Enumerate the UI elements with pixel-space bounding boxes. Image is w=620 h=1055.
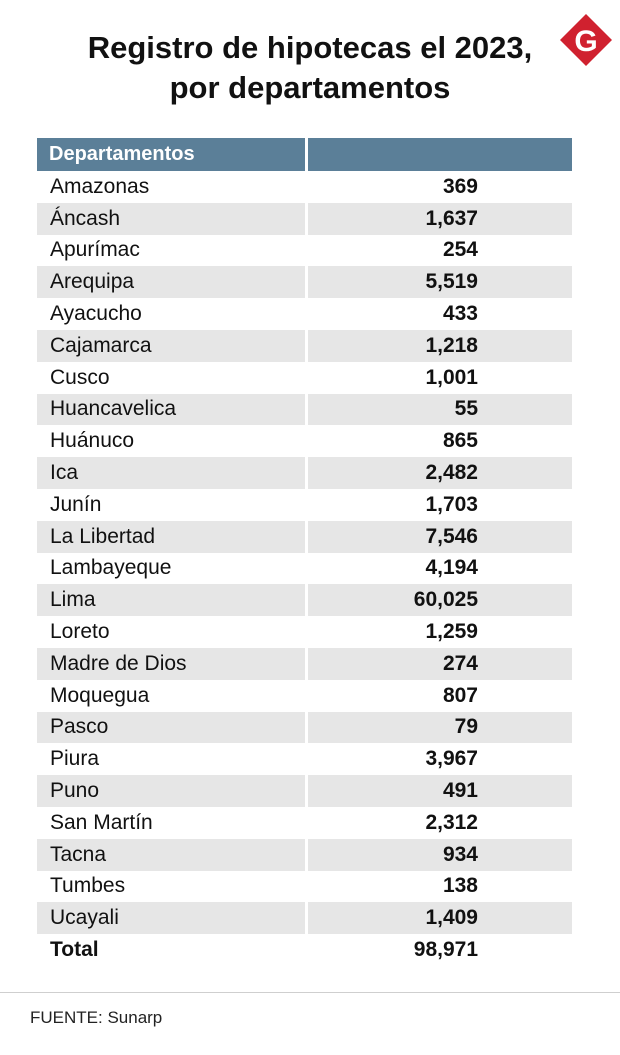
table-header-row: Departamentos bbox=[37, 138, 572, 171]
mortgage-table: Departamentos Amazonas 369 Áncash 1,637 Apur… bbox=[37, 138, 572, 966]
table-row: Tacna 934 bbox=[37, 838, 572, 871]
mortgage-count: 1,637 bbox=[305, 202, 572, 235]
column-header-departments: Departamentos bbox=[37, 138, 305, 171]
department-name: Ucayali bbox=[37, 902, 305, 935]
mortgage-count: 865 bbox=[305, 425, 572, 458]
mortgage-count: 807 bbox=[305, 679, 572, 712]
mortgage-count: 60,025 bbox=[305, 584, 572, 617]
brand-logo: G bbox=[560, 14, 612, 66]
table-row: Moquegua 807 bbox=[37, 679, 572, 712]
department-name: Tacna bbox=[37, 838, 305, 871]
mortgage-count: 2,312 bbox=[305, 806, 572, 839]
column-header-values bbox=[305, 138, 572, 171]
total-row: Total 98,971 bbox=[37, 934, 572, 966]
department-name: Madre de Dios bbox=[37, 647, 305, 680]
mortgage-count: 369 bbox=[305, 171, 572, 203]
department-name: Tumbes bbox=[50, 874, 126, 898]
table-row: Ayacucho 433 bbox=[37, 298, 572, 330]
department-name: Áncash bbox=[37, 202, 305, 235]
table-row: San Martín 2,312 bbox=[37, 806, 572, 839]
table-row: Áncash 1,637 bbox=[37, 202, 572, 235]
department-name: Ayacucho bbox=[50, 302, 142, 326]
mortgage-count: 254 bbox=[305, 234, 572, 267]
department-name: Amazonas bbox=[50, 174, 150, 198]
department-name: Moquegua bbox=[50, 683, 150, 707]
table-row: Amazonas 369 bbox=[37, 171, 572, 203]
mortgage-count: 138 bbox=[305, 870, 572, 903]
mortgage-count: 491 bbox=[305, 775, 572, 807]
footer-divider bbox=[0, 992, 620, 993]
mortgage-count: 1,409 bbox=[305, 902, 572, 935]
department-name: Ica bbox=[37, 457, 305, 489]
department-name: San Martín bbox=[50, 810, 153, 834]
mortgage-count: 3,967 bbox=[305, 743, 572, 776]
mortgage-count: 2,482 bbox=[305, 457, 572, 489]
mortgage-count: 433 bbox=[305, 298, 572, 330]
table-row: Tumbes 138 bbox=[37, 870, 572, 903]
table-row: Huancavelica 55 bbox=[37, 393, 572, 426]
table-row: Pasco 79 bbox=[37, 711, 572, 744]
table-body: Amazonas 369 Áncash 1,637 Apurímac 254 Arequip… bbox=[37, 171, 572, 966]
mortgage-count: 274 bbox=[305, 647, 572, 680]
mortgage-count: 1,001 bbox=[305, 361, 572, 394]
department-name: Pasco bbox=[37, 711, 305, 744]
table-row: La Libertad 7,546 bbox=[37, 520, 572, 553]
department-name: Arequipa bbox=[37, 266, 305, 299]
table-row: Cajamarca 1,218 bbox=[37, 329, 572, 362]
department-name: Cajamarca bbox=[37, 329, 305, 362]
mortgage-count: 1,218 bbox=[305, 329, 572, 362]
table-row: Ica 2,482 bbox=[37, 457, 572, 489]
source-note: FUENTE: Sunarp bbox=[30, 1008, 163, 1027]
mortgage-count: 5,519 bbox=[305, 266, 572, 299]
mortgage-count: 934 bbox=[305, 838, 572, 871]
department-name: Piura bbox=[50, 747, 100, 771]
table-row: Madre de Dios 274 bbox=[37, 647, 572, 680]
mortgage-count: 1,703 bbox=[305, 488, 572, 521]
title-line-2: por departamentos bbox=[169, 70, 451, 105]
department-name: Puno bbox=[37, 775, 305, 807]
logo-diamond bbox=[560, 14, 612, 66]
logo-letter: G bbox=[574, 25, 597, 58]
mortgage-count: 7,546 bbox=[305, 520, 572, 553]
table-row: Piura 3,967 bbox=[37, 743, 572, 776]
table-row: Loreto 1,259 bbox=[37, 616, 572, 648]
department-name: Huancavelica bbox=[37, 393, 305, 426]
department-name: Huánuco bbox=[50, 429, 135, 453]
mortgage-count: 79 bbox=[305, 711, 572, 744]
department-name: Loreto bbox=[50, 620, 110, 644]
department-name: La Libertad bbox=[37, 520, 305, 553]
department-name: Lima bbox=[37, 584, 305, 617]
mortgage-count: 1,259 bbox=[305, 616, 572, 648]
department-name: Cusco bbox=[50, 365, 110, 389]
table-row: Cusco 1,001 bbox=[37, 361, 572, 394]
mortgage-count: 55 bbox=[305, 393, 572, 426]
chart-title: Registro de hipotecas el 2023, por depar… bbox=[0, 28, 620, 108]
table-row: Junín 1,703 bbox=[37, 488, 572, 521]
department-name: Junín bbox=[50, 492, 102, 516]
department-name: Lambayeque bbox=[50, 556, 172, 580]
title-line-1: Registro de hipotecas el 2023, bbox=[87, 30, 533, 65]
table-row: Huánuco 865 bbox=[37, 425, 572, 458]
total-value: 98,971 bbox=[305, 934, 572, 966]
table-row: Puno 491 bbox=[37, 775, 572, 807]
mortgage-count: 4,194 bbox=[305, 552, 572, 585]
table-row: Apurímac 254 bbox=[37, 234, 572, 267]
table-row: Lambayeque 4,194 bbox=[37, 552, 572, 585]
table-row: Arequipa 5,519 bbox=[37, 266, 572, 299]
total-label: Total bbox=[50, 938, 99, 962]
table-row: Lima 60,025 bbox=[37, 584, 572, 617]
table-row: Ucayali 1,409 bbox=[37, 902, 572, 935]
department-name: Apurímac bbox=[50, 238, 140, 262]
